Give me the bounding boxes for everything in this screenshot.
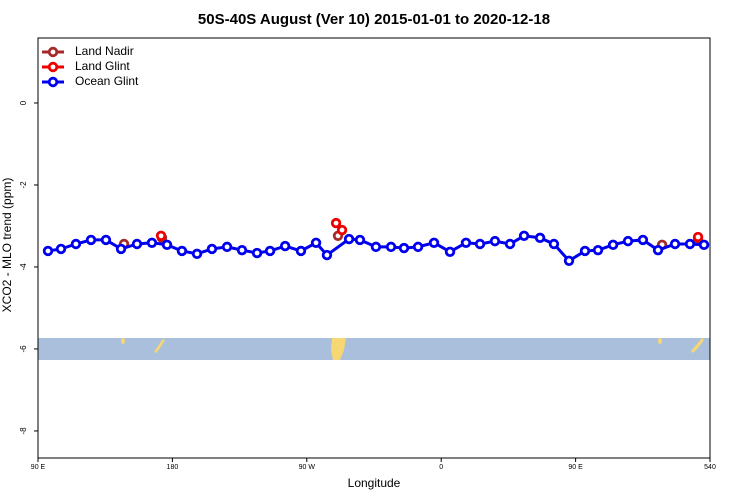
x-tick-label: 90 W bbox=[299, 464, 316, 471]
point bbox=[474, 238, 486, 250]
point bbox=[698, 239, 710, 251]
point bbox=[622, 235, 634, 247]
y-tick-label: -4 bbox=[19, 263, 28, 271]
point bbox=[592, 244, 604, 256]
land bbox=[658, 338, 662, 344]
legend-marker bbox=[47, 61, 59, 73]
point bbox=[354, 234, 366, 246]
point bbox=[279, 240, 291, 252]
point bbox=[684, 238, 696, 250]
x-tick-label: 90 E bbox=[568, 464, 583, 471]
point bbox=[504, 238, 516, 250]
point bbox=[579, 245, 591, 257]
point bbox=[518, 230, 530, 242]
ocean-band bbox=[38, 338, 710, 360]
point bbox=[100, 234, 112, 246]
point bbox=[251, 247, 263, 259]
legend-marker bbox=[47, 46, 59, 58]
point bbox=[385, 241, 397, 253]
point bbox=[489, 235, 501, 247]
legend-label: Ocean Glint bbox=[75, 74, 139, 88]
point bbox=[460, 237, 472, 248]
legend-label: Land Glint bbox=[75, 59, 130, 73]
point bbox=[652, 244, 664, 256]
point bbox=[264, 245, 276, 257]
point bbox=[70, 238, 82, 250]
point bbox=[55, 243, 67, 255]
x-axis-label: Longitude bbox=[348, 476, 401, 490]
point bbox=[343, 233, 355, 245]
land bbox=[691, 338, 704, 353]
point bbox=[669, 238, 681, 250]
point bbox=[637, 234, 649, 246]
y-tick-label: -6 bbox=[19, 345, 28, 353]
land bbox=[331, 338, 346, 360]
map-strip bbox=[38, 338, 710, 360]
point bbox=[295, 245, 307, 257]
point bbox=[692, 231, 704, 243]
point bbox=[206, 243, 218, 255]
point bbox=[42, 245, 54, 257]
plot-frame bbox=[37, 37, 711, 459]
point bbox=[336, 224, 348, 236]
x-tick-label: 0 bbox=[439, 464, 443, 471]
point bbox=[444, 246, 456, 257]
point bbox=[310, 237, 322, 248]
point bbox=[548, 238, 560, 250]
legend-label: Land Nadir bbox=[75, 44, 134, 58]
point bbox=[115, 243, 127, 255]
legend-marker bbox=[47, 76, 59, 88]
point bbox=[236, 244, 248, 256]
point bbox=[412, 241, 424, 253]
point bbox=[370, 241, 382, 253]
y-tick-label: -8 bbox=[19, 427, 28, 435]
point bbox=[330, 217, 342, 229]
point bbox=[563, 255, 575, 267]
point bbox=[161, 239, 173, 251]
point bbox=[85, 234, 97, 246]
point bbox=[534, 232, 546, 244]
x-tick-label: 540 bbox=[704, 464, 716, 471]
point bbox=[221, 241, 233, 253]
point bbox=[131, 238, 143, 250]
point bbox=[398, 242, 410, 254]
point bbox=[146, 237, 158, 248]
y-tick-label: 0 bbox=[19, 100, 28, 105]
y-tick-label: -2 bbox=[19, 181, 28, 189]
chart-title: 50S-40S August (Ver 10) 2015-01-01 to 20… bbox=[198, 11, 550, 28]
point bbox=[176, 245, 188, 257]
point bbox=[191, 248, 203, 260]
point bbox=[155, 230, 167, 242]
x-tick-label: 90 E bbox=[31, 464, 46, 471]
x-tick-label: 180 bbox=[167, 464, 179, 471]
land bbox=[154, 339, 165, 353]
point bbox=[428, 237, 440, 248]
point bbox=[321, 249, 333, 261]
land bbox=[121, 338, 125, 344]
y-axis-label: XCO2 - MLO trend (ppm) bbox=[0, 178, 14, 313]
point bbox=[607, 239, 619, 251]
